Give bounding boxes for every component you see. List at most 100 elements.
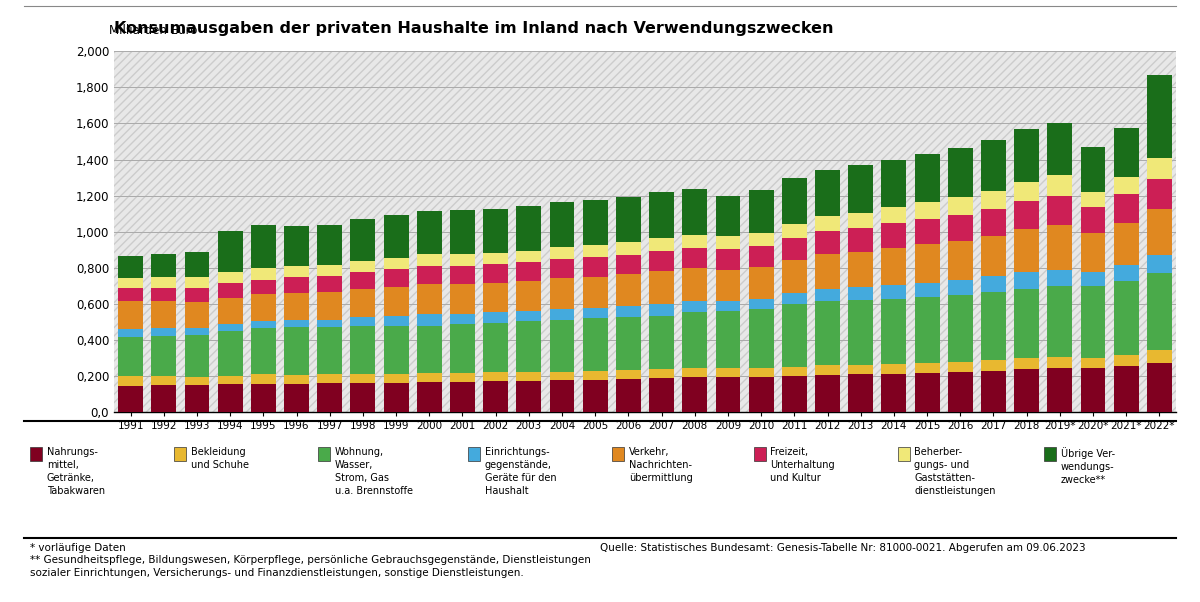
Bar	[848, 287, 874, 300]
Bar	[683, 268, 707, 301]
Bar	[450, 382, 475, 412]
Bar	[118, 302, 143, 329]
Bar	[317, 225, 342, 265]
Bar	[550, 259, 575, 278]
Bar	[583, 318, 607, 371]
Bar	[317, 327, 342, 374]
Bar	[251, 374, 276, 384]
Bar	[1048, 356, 1073, 368]
Bar	[882, 374, 906, 412]
Bar	[550, 320, 575, 371]
Bar	[217, 324, 242, 331]
Bar	[1080, 147, 1105, 192]
Bar	[815, 375, 840, 412]
Bar	[284, 384, 308, 412]
Bar	[1147, 350, 1172, 362]
Bar	[583, 380, 607, 412]
Bar	[484, 323, 508, 372]
Bar	[1014, 182, 1039, 201]
Bar	[882, 248, 906, 285]
Bar	[1080, 368, 1105, 412]
Bar	[185, 328, 210, 335]
Bar	[1114, 194, 1139, 223]
Bar	[749, 190, 774, 233]
Bar	[683, 189, 707, 235]
Bar	[948, 281, 973, 295]
Bar	[815, 301, 840, 365]
Bar	[848, 166, 874, 213]
Bar	[749, 246, 774, 267]
Bar	[749, 233, 774, 246]
Bar	[649, 271, 674, 303]
Bar	[384, 326, 408, 374]
Bar	[583, 200, 607, 245]
Bar	[1048, 225, 1073, 270]
Bar	[848, 374, 874, 412]
Bar	[251, 384, 276, 412]
Bar	[317, 292, 342, 320]
Bar	[1048, 196, 1073, 225]
Bar	[782, 304, 806, 367]
Bar	[1014, 370, 1039, 412]
Bar	[715, 377, 740, 412]
Bar	[914, 202, 940, 219]
Text: Quelle: Statistisches Bundesamt: Genesis-Tabelle Nr: 81000-0021. Abgerufen am 09: Quelle: Statistisches Bundesamt: Genesis…	[600, 543, 1086, 553]
Bar	[284, 375, 308, 384]
Bar	[616, 379, 641, 412]
Bar	[749, 309, 774, 368]
Bar	[151, 385, 176, 412]
Bar	[118, 288, 143, 302]
Bar	[516, 250, 541, 262]
Bar	[882, 299, 906, 364]
Bar	[251, 279, 276, 294]
Bar	[484, 264, 508, 282]
Bar	[450, 210, 475, 254]
Bar	[1114, 265, 1139, 281]
Bar	[416, 314, 442, 326]
Bar	[185, 252, 210, 278]
Bar	[948, 241, 973, 281]
Bar	[350, 219, 376, 261]
Bar	[416, 265, 442, 284]
Bar	[484, 282, 508, 312]
Bar	[217, 284, 242, 298]
Bar	[550, 371, 575, 380]
Bar	[1114, 355, 1139, 366]
Bar	[550, 380, 575, 412]
Bar	[649, 193, 674, 238]
Bar	[815, 170, 840, 216]
Bar	[516, 372, 541, 381]
Bar	[1014, 229, 1039, 272]
Bar	[848, 300, 874, 365]
Bar	[616, 370, 641, 379]
Bar	[782, 223, 806, 238]
Bar	[516, 321, 541, 372]
Bar	[749, 368, 774, 377]
Bar	[649, 379, 674, 412]
Text: Einrichtungs-
gegenstände,
Geräte für den
Haushalt: Einrichtungs- gegenstände, Geräte für de…	[485, 447, 557, 495]
Text: Freizeit,
Unterhaltung
und Kultur: Freizeit, Unterhaltung und Kultur	[770, 447, 835, 483]
Bar	[350, 326, 376, 374]
Bar	[416, 373, 442, 382]
Bar	[217, 231, 242, 272]
Bar	[815, 254, 840, 288]
Bar	[484, 372, 508, 381]
Bar	[583, 308, 607, 318]
Bar	[782, 293, 806, 304]
Bar	[251, 294, 276, 321]
Bar	[616, 197, 641, 242]
Bar	[1014, 129, 1039, 182]
Bar	[616, 306, 641, 317]
Bar	[317, 383, 342, 412]
Bar	[914, 373, 940, 412]
Bar	[815, 288, 840, 301]
Bar	[649, 315, 674, 370]
Bar	[118, 278, 143, 288]
Bar	[185, 278, 210, 288]
Bar	[384, 383, 408, 412]
Bar	[1080, 206, 1105, 233]
Bar	[649, 370, 674, 379]
Bar	[516, 381, 541, 412]
Bar	[251, 321, 276, 329]
Bar	[683, 235, 707, 248]
